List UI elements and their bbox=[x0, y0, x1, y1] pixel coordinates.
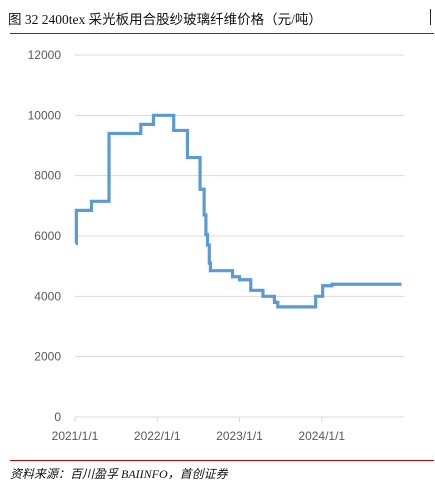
series-layer bbox=[74, 113, 402, 309]
y-axis-ticks: 0 2000 4000 6000 8000 10000 12000 bbox=[28, 48, 62, 424]
y-tick-label: 0 bbox=[54, 410, 61, 424]
x-tick-label: 2023/1/1 bbox=[216, 429, 263, 443]
source-divider bbox=[10, 460, 434, 461]
figure-title: 图 32 2400tex 采光板用合股纱玻璃纤维价格（元/吨） bbox=[8, 12, 322, 27]
x-axis-ticks: 2021/1/1 2022/1/1 2023/1/1 2024/1/1 bbox=[52, 417, 345, 443]
series-line-glass-fiber-price bbox=[74, 113, 402, 309]
gridlines bbox=[75, 54, 404, 358]
y-tick-label: 12000 bbox=[28, 48, 62, 62]
y-tick-label: 6000 bbox=[34, 229, 61, 243]
source-note: 资料来源：百川盈孚 BAIINFO，首创证券 bbox=[10, 467, 228, 481]
y-tick-label: 8000 bbox=[34, 169, 61, 183]
x-tick-label: 2024/1/1 bbox=[298, 429, 345, 443]
x-tick-label: 2021/1/1 bbox=[52, 429, 99, 443]
x-tick-label: 2022/1/1 bbox=[134, 429, 181, 443]
page-edge-mark bbox=[430, 9, 431, 25]
y-tick-label: 2000 bbox=[34, 350, 61, 364]
y-tick-label: 10000 bbox=[28, 108, 62, 122]
y-tick-label: 4000 bbox=[34, 289, 61, 303]
title-divider bbox=[10, 33, 434, 34]
